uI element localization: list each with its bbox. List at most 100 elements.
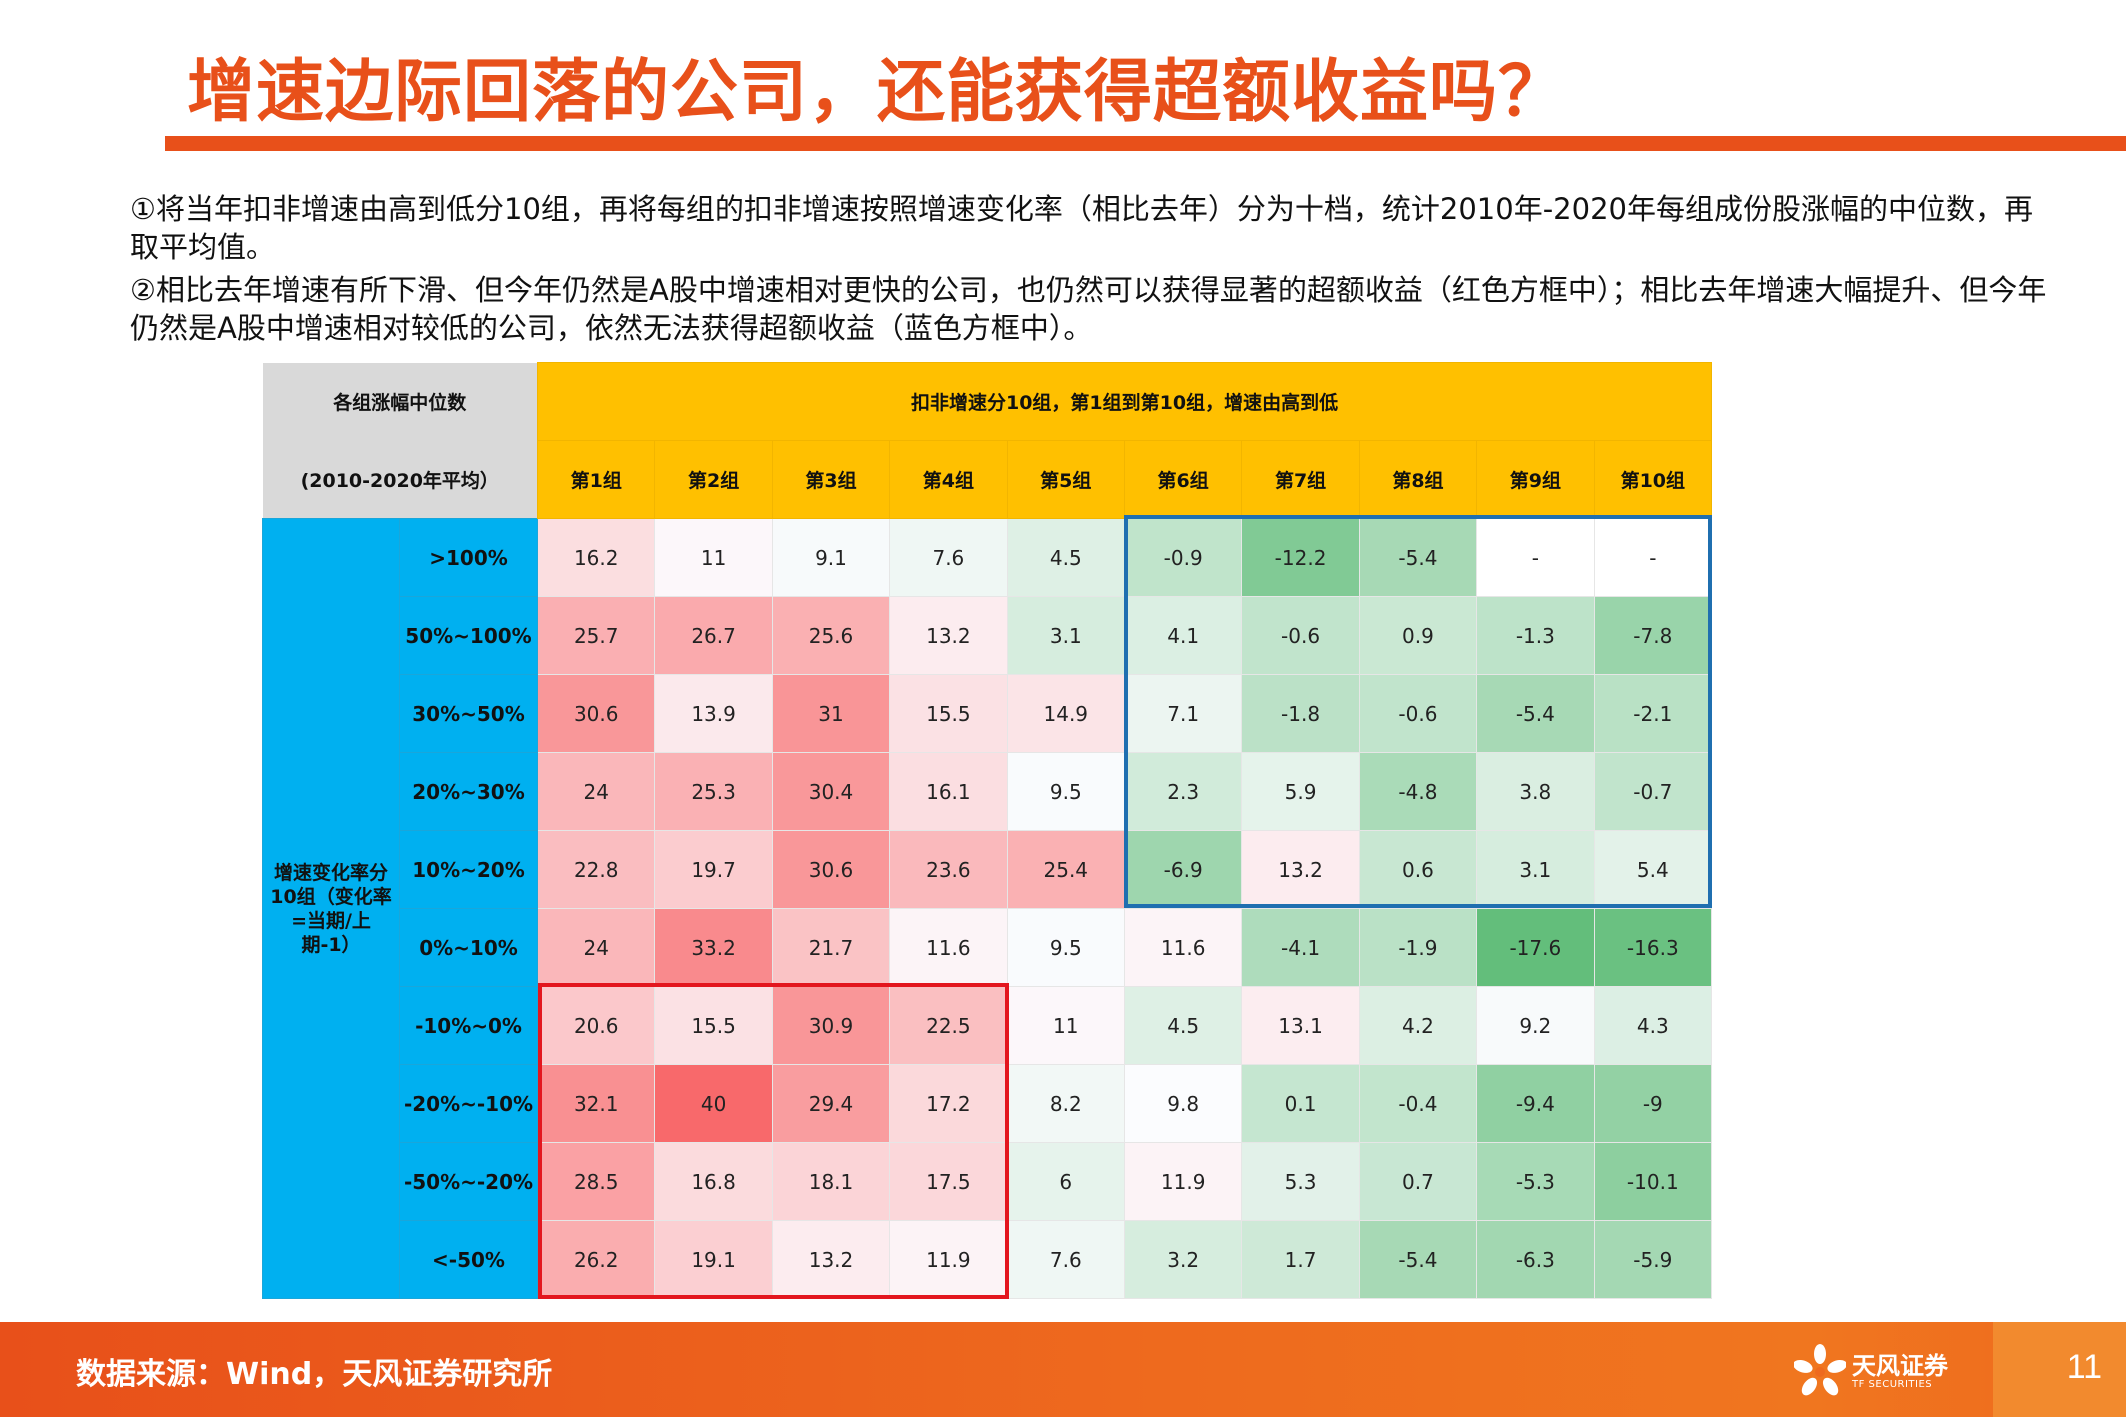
column-header: 第10组 — [1593, 440, 1713, 519]
heatmap-cell: 2.3 — [1123, 752, 1243, 831]
row-label: >100% — [398, 518, 539, 597]
heatmap-cell: 6 — [1006, 1142, 1125, 1221]
heatmap-cell: 13.2 — [1241, 830, 1360, 909]
heatmap-cell: 32.1 — [537, 1064, 656, 1143]
heatmap-cell: 3.1 — [1006, 596, 1125, 675]
heatmap-cell: 11 — [654, 518, 773, 597]
heatmap-cell: 9.5 — [1006, 752, 1125, 831]
column-header: 第8组 — [1358, 440, 1478, 519]
heatmap-cell: 11.6 — [1123, 908, 1243, 987]
group-header: 扣非增速分10组，第1组到第10组，增速由高到低 — [537, 362, 1713, 441]
heatmap-cell: 25.6 — [771, 596, 891, 675]
brand-subtitle: TF SECURITIES — [1852, 1378, 1933, 1390]
heatmap-cell: 4.5 — [1006, 518, 1125, 597]
heatmap-cell: 3.1 — [1476, 830, 1595, 909]
column-header: 第2组 — [654, 440, 773, 519]
heatmap-cell: -5.4 — [1358, 1220, 1478, 1299]
heatmap-cell: 13.2 — [771, 1220, 891, 1299]
heatmap-cell: 31 — [771, 674, 891, 753]
heatmap-cell: - — [1593, 518, 1713, 597]
heatmap-cell: 9.5 — [1006, 908, 1125, 987]
row-label: -20%~-10% — [398, 1064, 539, 1143]
column-header: 第4组 — [889, 440, 1008, 519]
brand-logo: 天风证券 TF SECURITIES — [1794, 1344, 1948, 1398]
heatmap-cell: 20.6 — [537, 986, 656, 1065]
heatmap-cell: 19.1 — [654, 1220, 773, 1299]
heatmap-cell: 4.5 — [1123, 986, 1243, 1065]
heatmap-cell: 5.4 — [1593, 830, 1713, 909]
heatmap-cell: -0.6 — [1358, 674, 1478, 753]
heatmap-cell: 24 — [537, 752, 656, 831]
heatmap-cell: 5.3 — [1241, 1142, 1360, 1221]
heatmap-cell: -7.8 — [1593, 596, 1713, 675]
heatmap-cell: 7.1 — [1123, 674, 1243, 753]
heatmap-cell: 11.9 — [889, 1220, 1008, 1299]
page-title: 增速边际回落的公司，还能获得超额收益吗？ — [187, 53, 1568, 132]
heatmap-cell: -5.3 — [1476, 1142, 1595, 1221]
heatmap-cell: 9.1 — [771, 518, 891, 597]
footer-bar: 数据来源：Wind，天风证券研究所 天风证券 TF SECURITIES 11 — [0, 1322, 2126, 1417]
heatmap-cell: 22.5 — [889, 986, 1008, 1065]
heatmap-cell: 11.9 — [1123, 1142, 1243, 1221]
page-number: 11 — [2066, 1348, 2102, 1386]
heatmap-cell: -5.4 — [1476, 674, 1595, 753]
heatmap-cell: -4.1 — [1241, 908, 1360, 987]
heatmap-cell: 21.7 — [771, 908, 891, 987]
heatmap-cell: 16.1 — [889, 752, 1008, 831]
heatmap-cell: -16.3 — [1593, 908, 1713, 987]
heatmap-cell: 9.8 — [1123, 1064, 1243, 1143]
page-number-box: 11 — [1993, 1322, 2126, 1417]
heatmap-cell: 7.6 — [1006, 1220, 1125, 1299]
heatmap-cell: 11.6 — [889, 908, 1008, 987]
heatmap-cell: - — [1476, 518, 1595, 597]
heatmap-cell: 4.3 — [1593, 986, 1713, 1065]
paragraph-conclusion: ②相比去年增速有所下滑、但今年仍然是A股中增速相对更快的公司，也仍然可以获得显著… — [130, 273, 2047, 345]
row-label: <-50% — [398, 1220, 539, 1299]
row-label: 30%~50% — [398, 674, 539, 753]
column-header: 第1组 — [537, 440, 656, 519]
data-source: 数据来源：Wind，天风证券研究所 — [76, 1357, 553, 1392]
heatmap-cell: 7.6 — [889, 518, 1008, 597]
heatmap-cell: 16.8 — [654, 1142, 773, 1221]
heatmap-cell: 0.9 — [1358, 596, 1478, 675]
heatmap-cell: 18.1 — [771, 1142, 891, 1221]
heatmap-cell: 5.9 — [1241, 752, 1360, 831]
heatmap-cell: 0.1 — [1241, 1064, 1360, 1143]
heatmap-cell: 28.5 — [537, 1142, 656, 1221]
row-label: 0%~10% — [398, 908, 539, 987]
heatmap-cell: 33.2 — [654, 908, 773, 987]
heatmap-cell: -0.9 — [1123, 518, 1243, 597]
corner-header-top: 各组涨幅中位数 — [262, 362, 538, 441]
heatmap-cell: 26.2 — [537, 1220, 656, 1299]
heatmap-cell: -5.9 — [1593, 1220, 1713, 1299]
heatmap-cell: -5.4 — [1358, 518, 1478, 597]
heatmap-cell: 40 — [654, 1064, 773, 1143]
heatmap-cell: -4.8 — [1358, 752, 1478, 831]
heatmap-cell: 3.2 — [1123, 1220, 1243, 1299]
heatmap-cell: -1.3 — [1476, 596, 1595, 675]
heatmap-cell: 9.2 — [1476, 986, 1595, 1065]
heatmap-cell: 25.7 — [537, 596, 656, 675]
heatmap-cell: -6.9 — [1123, 830, 1243, 909]
heatmap-cell: 25.3 — [654, 752, 773, 831]
heatmap-cell: -2.1 — [1593, 674, 1713, 753]
row-label: -10%~0% — [398, 986, 539, 1065]
heatmap-cell: -17.6 — [1476, 908, 1595, 987]
heatmap-cell: 4.2 — [1358, 986, 1478, 1065]
heatmap-cell: 8.2 — [1006, 1064, 1125, 1143]
heatmap-cell: 15.5 — [889, 674, 1008, 753]
heatmap-cell: -0.4 — [1358, 1064, 1478, 1143]
heatmap-cell: 23.6 — [889, 830, 1008, 909]
heatmap-cell: 14.9 — [1006, 674, 1125, 753]
heatmap-cell: 25.4 — [1006, 830, 1125, 909]
column-header: 第6组 — [1123, 440, 1243, 519]
heatmap-cell: -6.3 — [1476, 1220, 1595, 1299]
heatmap-cell: 30.6 — [537, 674, 656, 753]
heatmap-cell: 30.4 — [771, 752, 891, 831]
heatmap-table: 各组涨幅中位数 扣非增速分10组，第1组到第10组，增速由高到低 (2010-2… — [262, 362, 1713, 1299]
heatmap-cell: -9.4 — [1476, 1064, 1595, 1143]
heatmap-cell: 11 — [1006, 986, 1125, 1065]
column-header: 第3组 — [771, 440, 891, 519]
heatmap-cell: 0.7 — [1358, 1142, 1478, 1221]
heatmap-cell: -0.6 — [1241, 596, 1360, 675]
